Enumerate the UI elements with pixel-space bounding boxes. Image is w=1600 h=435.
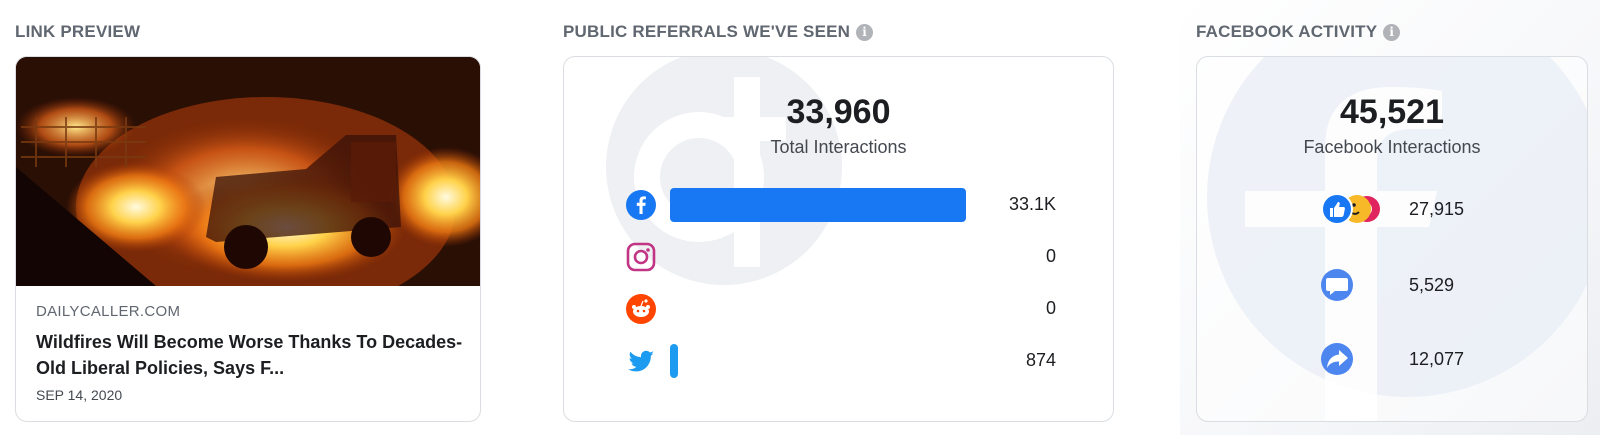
referral-row-reddit: 0: [626, 291, 1056, 327]
reddit-value: 0: [1045, 298, 1056, 318]
facebook-activity-title: FACEBOOK ACTIVITY: [1196, 22, 1378, 41]
referral-row-twitter: 874: [626, 343, 1056, 379]
shares-value: 12,077: [1409, 349, 1465, 369]
reactions-icon: [1321, 193, 1380, 225]
preview-headline[interactable]: Wildfires Will Become Worse Thanks To De…: [36, 332, 463, 378]
facebook-icon: [626, 190, 656, 220]
referrals-heading: PUBLIC REFERRALS WE'VE SEEN i: [563, 22, 874, 42]
burning-truck-image: [16, 57, 480, 286]
twitter-bar: [670, 344, 678, 378]
preview-date: SEP 14, 2020: [36, 387, 123, 403]
facebook-value: 33.1K: [1008, 194, 1056, 214]
comments-value: 5,529: [1409, 275, 1455, 295]
twitter-icon: [628, 350, 654, 372]
reddit-icon: [626, 294, 656, 324]
referrals-card: 33,960 Total Interactions 33.1K 0: [563, 56, 1114, 422]
instagram-icon: [626, 242, 656, 272]
crowdtangle-logo-icon: [606, 57, 842, 285]
facebook-bar: [670, 188, 966, 222]
referrals-title: PUBLIC REFERRALS WE'VE SEEN: [563, 22, 851, 41]
referrals-total: 33,960: [786, 93, 891, 131]
referrals-total-label: Total Interactions: [770, 137, 907, 157]
facebook-total: 45,521: [1340, 93, 1444, 131]
link-preview-heading: LINK PREVIEW: [15, 22, 140, 42]
preview-domain: DAILYCALLER.COM: [36, 303, 181, 320]
preview-image: [16, 57, 480, 286]
twitter-value: 874: [1025, 350, 1056, 370]
referral-row-instagram: 0: [626, 239, 1056, 275]
facebook-total-label: Facebook Interactions: [1303, 137, 1481, 157]
activity-row-reactions: 27,915: [1319, 191, 1519, 227]
facebook-activity-card: 45,521 Facebook Interactions 27,915 5,52…: [1196, 56, 1588, 422]
info-icon[interactable]: i: [856, 23, 874, 41]
link-preview-title: LINK PREVIEW: [15, 22, 141, 41]
activity-row-shares: 12,077: [1319, 341, 1519, 377]
share-icon: [1321, 343, 1353, 375]
facebook-activity-heading: FACEBOOK ACTIVITY i: [1196, 22, 1401, 42]
reactions-value: 27,915: [1409, 199, 1465, 219]
info-icon[interactable]: i: [1383, 23, 1401, 41]
comment-icon: [1321, 269, 1353, 301]
referral-row-facebook: 33.1K: [626, 187, 1056, 223]
activity-row-comments: 5,529: [1319, 267, 1519, 303]
instagram-value: 0: [1045, 246, 1056, 266]
link-preview-card[interactable]: DAILYCALLER.COM Wildfires Will Become Wo…: [15, 56, 481, 422]
facebook-logo-icon: [1207, 57, 1587, 421]
